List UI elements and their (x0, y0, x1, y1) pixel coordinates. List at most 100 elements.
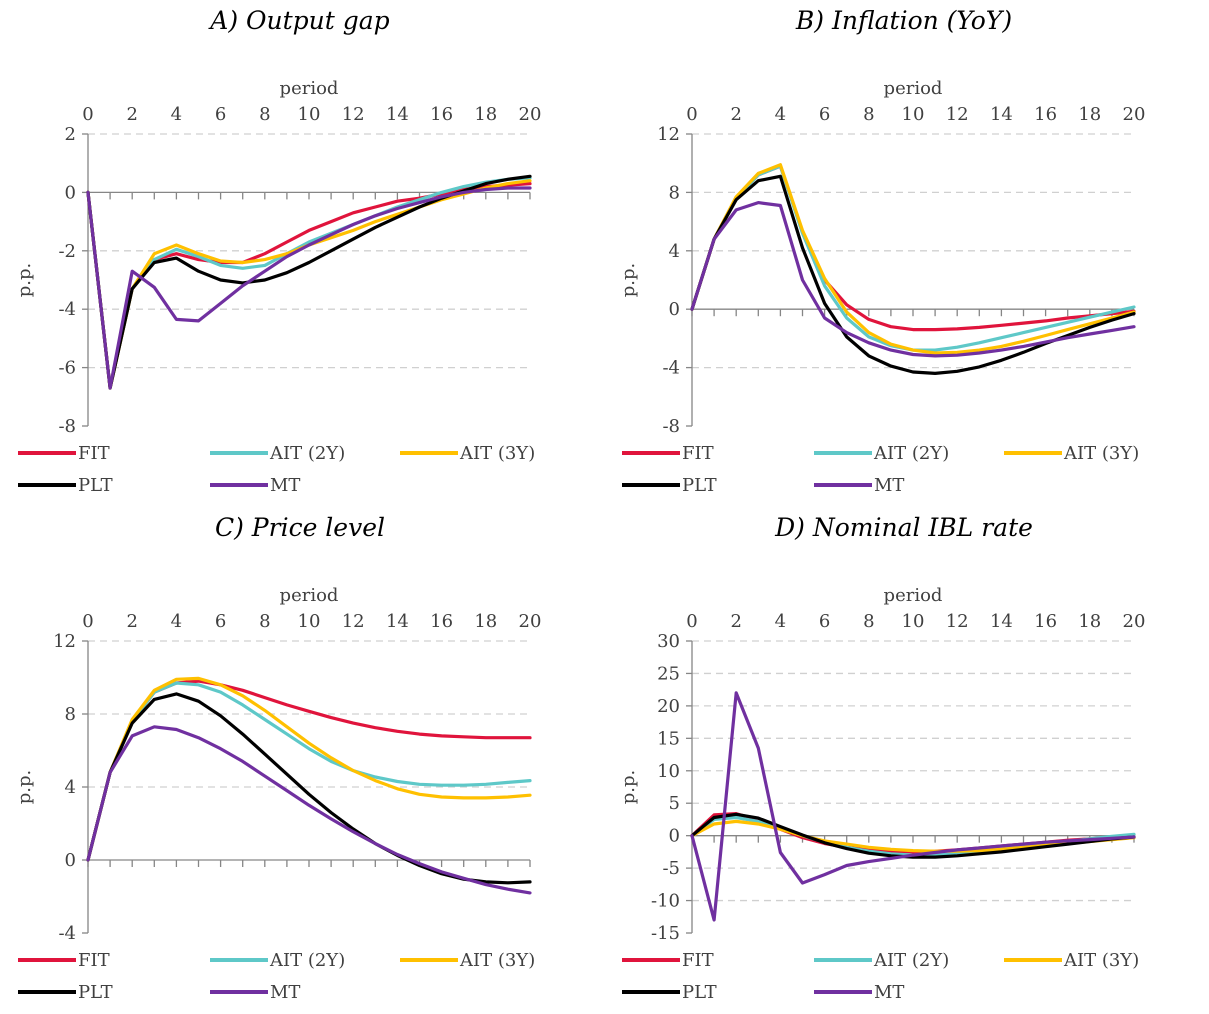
x-tick-label: 12 (342, 611, 365, 632)
y-axis-title: p.p. (618, 263, 639, 298)
x-axis-title: period (884, 585, 943, 606)
x-tick-label: 12 (342, 104, 365, 125)
x-tick-label: 12 (946, 104, 969, 125)
x-tick-label: 0 (82, 611, 93, 632)
x-tick-label: 6 (819, 611, 830, 632)
y-tick-label: 25 (657, 663, 680, 684)
x-tick-label: 4 (775, 104, 786, 125)
x-tick-label: 12 (946, 611, 969, 632)
legend-item: MT (210, 472, 300, 498)
legend-swatch (814, 451, 872, 455)
x-tick-label: 2 (730, 611, 741, 632)
legend-swatch (18, 990, 76, 994)
y-tick-label: 12 (657, 124, 680, 145)
x-tick-label: 2 (126, 611, 137, 632)
legend-item: AIT (2Y) (814, 947, 949, 973)
series-line-fit (86, 679, 532, 862)
y-tick-label: -15 (651, 923, 680, 944)
legend-item: AIT (3Y) (400, 440, 535, 466)
y-tick-label: 0 (65, 182, 76, 203)
series-line-ait-3y (690, 163, 1136, 355)
y-tick-label: 2 (65, 124, 76, 145)
x-tick-label: 8 (863, 104, 874, 125)
x-tick-label: 4 (775, 611, 786, 632)
y-tick-label: -10 (651, 891, 680, 912)
x-tick-label: 20 (519, 611, 542, 632)
x-tick-label: 2 (730, 104, 741, 125)
x-tick-label: 4 (171, 611, 182, 632)
chart-panel-inflation: B) Inflation (YoY) -8 -4 0 4 8 12 0 2 4 6 8 10 12 14 1… (604, 0, 1204, 507)
legend-item: FIT (18, 440, 110, 466)
x-tick-label: 18 (474, 104, 497, 125)
chart-title: B) Inflation (YoY) (795, 6, 1013, 35)
legend-label: FIT (78, 949, 110, 971)
chart-panel-nominal-ibl-rate: D) Nominal IBL rate -15 -10 -5 0 5 10 15 20 25 30… (604, 507, 1204, 1014)
y-tick-label: 8 (669, 182, 680, 203)
y-tick-label: 30 (657, 631, 680, 652)
legend-swatch (210, 451, 268, 455)
x-tick-label: 10 (298, 104, 321, 125)
legend-label: AIT (3Y) (1064, 949, 1140, 971)
legend-item: PLT (18, 979, 113, 1005)
y-tick-label: -8 (662, 416, 680, 437)
x-axis-title: period (884, 78, 943, 99)
legend-label: AIT (2Y) (270, 949, 346, 971)
legend-label: MT (874, 981, 905, 1003)
x-tick-label: 18 (1078, 611, 1101, 632)
series-line-plt (690, 812, 1136, 859)
x-tick-label: 8 (259, 611, 270, 632)
legend-item: AIT (3Y) (1004, 947, 1139, 973)
series-line-fit (690, 164, 1136, 332)
series-line-mt (690, 691, 1136, 922)
x-tick-label: 6 (215, 611, 226, 632)
legend-swatch (814, 990, 872, 994)
y-tick-label: -8 (58, 416, 76, 437)
x-tick-label: 14 (990, 104, 1013, 125)
x-tick-label: 0 (686, 104, 697, 125)
chart-title: D) Nominal IBL rate (775, 513, 1033, 542)
legend-item: FIT (622, 440, 714, 466)
legend-swatch (622, 451, 680, 455)
legend-label: AIT (3Y) (1064, 442, 1140, 464)
legend: FIT AIT (2Y) AIT (3Y) PLT MT (18, 947, 588, 1011)
x-tick-label: 16 (1034, 611, 1057, 632)
y-tick-label: 12 (53, 631, 76, 652)
legend-label: PLT (682, 981, 717, 1003)
legend-item: AIT (3Y) (400, 947, 535, 973)
legend-item: AIT (2Y) (210, 947, 345, 973)
legend-item: MT (814, 979, 904, 1005)
y-tick-label: 20 (657, 696, 680, 717)
series-line-plt (86, 174, 532, 390)
y-tick-label: -4 (58, 923, 76, 944)
legend-swatch (400, 958, 458, 962)
legend-item: MT (814, 472, 904, 498)
series-line-plt (86, 692, 532, 885)
x-tick-label: 6 (819, 104, 830, 125)
y-tick-label: 15 (657, 728, 680, 749)
legend-swatch (210, 483, 268, 487)
legend-label: AIT (2Y) (874, 442, 950, 464)
legend-label: FIT (78, 442, 110, 464)
legend-label: MT (874, 474, 905, 496)
legend-swatch (18, 483, 76, 487)
legend-swatch (210, 958, 268, 962)
legend-label: FIT (682, 442, 714, 464)
x-tick-label: 20 (1123, 104, 1146, 125)
x-axis-title: period (280, 585, 339, 606)
y-axis-title: p.p. (14, 263, 35, 298)
chart-svg: -15 -10 -5 0 5 10 15 20 25 30 0 2 4 6 8 10 12 14 16 18 20 per… (618, 585, 1145, 944)
legend-item: FIT (622, 947, 714, 973)
x-tick-label: 14 (386, 611, 409, 632)
x-tick-label: 10 (902, 611, 925, 632)
legend-label: PLT (78, 981, 113, 1003)
chart-title: A) Output gap (210, 6, 390, 35)
x-tick-label: 2 (126, 104, 137, 125)
x-tick-label: 14 (386, 104, 409, 125)
y-tick-label: -5 (662, 858, 680, 879)
y-tick-label: 0 (669, 826, 680, 847)
legend-label: MT (270, 981, 301, 1003)
y-tick-label: -6 (58, 358, 76, 379)
x-tick-label: 10 (902, 104, 925, 125)
x-tick-label: 14 (990, 611, 1013, 632)
